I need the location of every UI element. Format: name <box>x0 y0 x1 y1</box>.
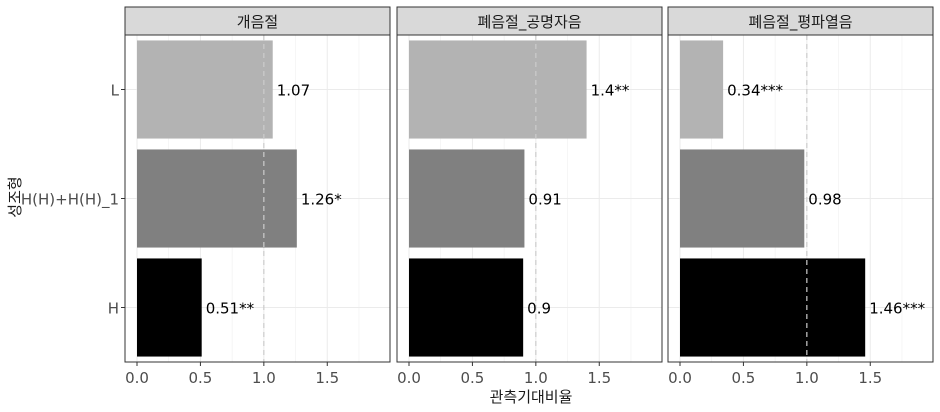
strip-background <box>124 6 391 36</box>
bar-HH <box>680 149 805 248</box>
y-axis-title: 성조형 <box>6 176 24 217</box>
x-tick-label: 0.5 <box>460 369 484 387</box>
x-tick-label: 0.5 <box>731 369 755 387</box>
x-tick-label: 1.5 <box>315 369 339 387</box>
bar-L <box>409 40 587 139</box>
panels-layer: 1.07 1.26* 0.51** 개음절 0.0 0.5 1.0 1.5 1.4** 0.91 0… <box>124 6 934 387</box>
bar-value-label: 1.07 <box>277 82 310 100</box>
panel-1: 1.07 1.26* 0.51** 개음절 0.0 0.5 1.0 1.5 <box>124 6 391 387</box>
x-tick-label: 0.0 <box>668 369 692 387</box>
x-tick-label: 1.5 <box>587 369 611 387</box>
y-tick-label: L <box>111 82 120 100</box>
x-tick-label: 1.0 <box>795 369 819 387</box>
x-tick-label: 1.0 <box>252 369 276 387</box>
x-tick-label: 1.5 <box>858 369 882 387</box>
bar-value-label: 0.34*** <box>727 82 783 100</box>
bar-value-label: 0.98 <box>808 191 841 209</box>
bar-H <box>680 258 866 357</box>
y-tick-label: H <box>108 300 119 318</box>
x-tick-label: 0.5 <box>188 369 212 387</box>
strip-background <box>667 6 934 36</box>
bar-H <box>137 258 202 357</box>
y-tick-label: H(H)+H(H)_1 <box>21 191 119 210</box>
x-tick-label: 0.0 <box>125 369 149 387</box>
bar-H <box>409 258 524 357</box>
panel-title: 폐음절_평파열음 <box>748 13 852 32</box>
x-tick-label: 0.0 <box>397 369 421 387</box>
x-axis-title: 관측기대비율 <box>490 388 573 406</box>
panel-title: 개음절 <box>237 13 278 31</box>
x-tick-label: 1.0 <box>524 369 548 387</box>
bar-value-label: 1.26* <box>301 191 342 209</box>
bar-L <box>137 40 273 139</box>
bar-HH <box>409 149 525 248</box>
bar-value-label: 0.9 <box>527 300 551 318</box>
panel-3: 0.34*** 0.98 1.46*** 폐음절_평파열음 0.0 0.5 1.0 1.5 <box>667 6 934 387</box>
bar-value-label: 0.91 <box>528 191 561 209</box>
panel-title: 폐음절_공명자음 <box>477 13 581 32</box>
bar-value-label: 1.46*** <box>869 300 925 318</box>
bar-HH <box>137 149 297 248</box>
bar-value-label: 0.51** <box>206 300 255 318</box>
bar-value-label: 1.4** <box>591 82 630 100</box>
panel-2: 1.4** 0.91 0.9 폐음절_공명자음 0.0 0.5 1.0 1.5 <box>396 6 663 387</box>
axis-layer: L H(H)+H(H)_1 H <box>21 82 125 318</box>
strip-background <box>396 6 663 36</box>
bar-L <box>680 40 724 139</box>
